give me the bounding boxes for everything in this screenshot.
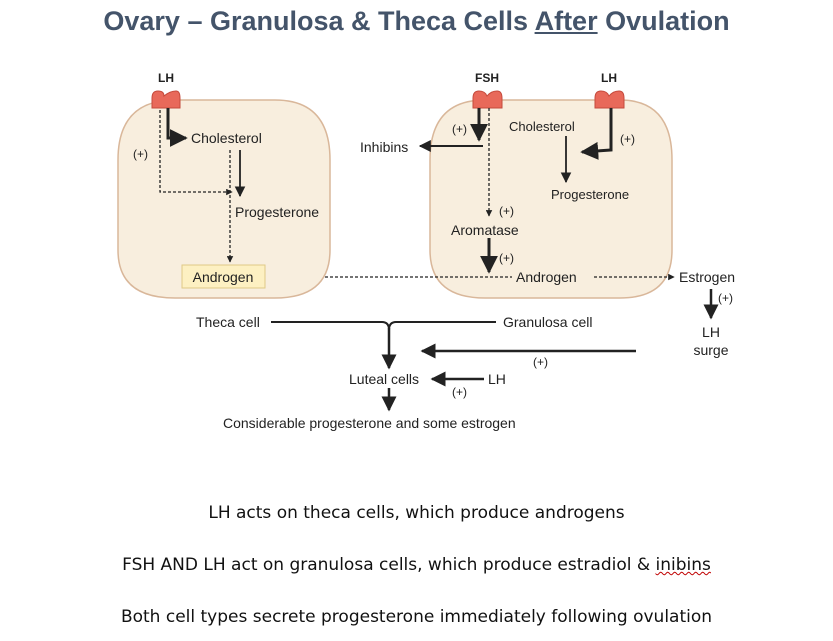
theca-lh-dashed-arrow (159, 110, 233, 196)
theca-androgen-box (181, 264, 266, 289)
theca-lh-label: LH (158, 71, 174, 85)
granulosa-androgen-label: Androgen (516, 269, 577, 285)
title-text-end: Ovulation (597, 6, 730, 36)
estrogen-label: Estrogen (679, 269, 735, 285)
fsh-label: FSH (475, 71, 499, 85)
caption-line-1: LH acts on theca cells, which produce an… (208, 503, 625, 523)
estrogen-plus-label: (+) (718, 291, 733, 305)
theca-plus-label: (+) (133, 147, 148, 161)
luteal-plus-label: (+) (452, 385, 467, 399)
luteal-cells-label: Luteal cells (349, 371, 419, 387)
theca-cell-shape (117, 99, 331, 299)
lh-surge-label-line1: LH (702, 324, 720, 340)
slide-title: Ovary – Granulosa & Theca Cells After Ov… (0, 6, 833, 37)
ovary-diagram: LH FSH LH Cholesterol (+) Progesterone A… (117, 71, 735, 431)
granulosa-lh-plus-label: (+) (620, 132, 635, 146)
theca-progesterone-label: Progesterone (235, 204, 319, 220)
surge-plus-label: (+) (533, 355, 548, 369)
granulosa-progesterone-label: Progesterone (551, 187, 629, 202)
theca-cholesterol-label: Cholesterol (191, 130, 262, 146)
output-label: Considerable progesterone and some estro… (223, 415, 516, 431)
title-underlined-word: After (534, 6, 598, 36)
aromatase-label: Aromatase (451, 222, 519, 238)
fsh-plus-label: (+) (452, 122, 467, 136)
androgen-plus-label: (+) (499, 251, 514, 265)
luteal-lh-label: LH (488, 371, 506, 387)
inhibins-label: Inhibins (360, 139, 408, 155)
granulosa-cholesterol-label: Cholesterol (509, 119, 575, 134)
caption-line-3: Both cell types secrete progesterone imm… (120, 607, 713, 627)
title-text: Ovary – Granulosa & Theca Cells (103, 6, 535, 36)
granulosa-lh-label: LH (601, 71, 617, 85)
caption-misspelled-word: inibins (655, 555, 711, 575)
theca-cell-label: Theca cell (196, 314, 260, 330)
caption-line-2-text: FSH AND LH act on granulosa cells, which… (122, 555, 656, 575)
granulosa-cell-label: Granulosa cell (503, 314, 593, 330)
theca-bracket-line (271, 321, 390, 331)
theca-lh-to-cholesterol-arrow (166, 108, 188, 147)
fsh-receptor-icon (472, 90, 503, 109)
aromatase-plus-label: (+) (499, 204, 514, 218)
lh-receptor-granulosa-icon (594, 90, 625, 109)
granulosa-bracket-line (388, 321, 496, 331)
caption-line-2: FSH AND LH act on granulosa cells, which… (0, 555, 833, 575)
granulosa-lh-arrow (580, 108, 613, 160)
lh-surge-label-line2: surge (693, 342, 728, 358)
lh-receptor-theca-icon (151, 90, 181, 109)
theca-androgen-label: Androgen (193, 269, 254, 285)
